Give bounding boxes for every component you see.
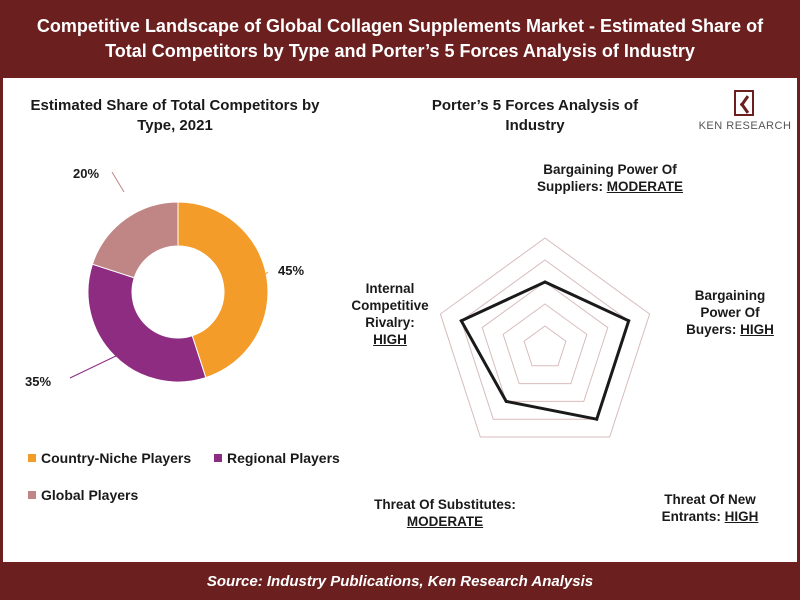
donut-leader-line <box>111 171 125 193</box>
force-level: HIGH <box>373 332 407 347</box>
radar-grid-ring <box>523 325 567 367</box>
force-label-substitutes: Threat Of Substitutes: MODERATE <box>374 497 516 529</box>
donut-leader-line <box>251 271 269 286</box>
radar-point-1 <box>627 319 631 323</box>
force-level: MODERATE <box>606 179 683 194</box>
content-frame <box>0 78 800 562</box>
legend-item-global: Global Players <box>28 487 138 503</box>
donut-slice-1 <box>87 263 207 383</box>
legend-swatch-global <box>28 491 36 499</box>
radar-point-2 <box>595 417 599 421</box>
donut-data-label: 35% <box>25 374 51 389</box>
force-level: HIGH <box>740 322 774 337</box>
force-level: MODERATE <box>406 514 484 529</box>
donut-data-label: 45% <box>278 263 304 278</box>
legend-swatch-regional <box>214 454 222 462</box>
radar-series-line <box>459 280 631 421</box>
legend-label: Country-Niche Players <box>41 450 192 466</box>
donut-data-label: 20% <box>73 166 99 181</box>
ken-research-logo: KEN RESEARCH <box>696 90 794 136</box>
donut-chart-title: Estimated Share of Total Competitors by … <box>30 97 320 134</box>
radar-chart <box>439 237 651 438</box>
donut-slice-0 <box>177 201 269 379</box>
legend-item-country-niche: Country-Niche Players <box>28 450 191 466</box>
radar-point-0 <box>543 280 547 284</box>
donut-slice-2 <box>91 201 179 279</box>
radar-grid-ring <box>460 259 630 420</box>
radar-grid-ring <box>502 303 588 385</box>
legend-label: Regional Players <box>227 450 340 466</box>
force-label-new-entrants: Threat Of New Entrants: HIGH <box>661 492 759 524</box>
page-title: Competitive Landscape of Global Collagen… <box>36 16 764 61</box>
legend-label: Global Players <box>41 487 139 503</box>
footer-bar: Source: Industry Publications, Ken Resea… <box>0 562 800 600</box>
force-level: HIGH <box>724 509 759 524</box>
radar-point-4 <box>459 319 463 323</box>
radar-chart-title: Porter’s 5 Forces Analysis of Industry <box>431 97 639 134</box>
legend-item-regional: Regional Players <box>214 450 340 466</box>
donut-chart: 45% 35% 20% <box>25 166 304 389</box>
force-label-rivalry: Internal Competitive Rivalry: HIGH <box>351 281 429 347</box>
ken-research-logo-icon <box>734 90 754 116</box>
radar-grid-ring <box>481 281 609 402</box>
force-label-buyers: Bargaining Power Of Buyers: HIGH <box>686 288 774 337</box>
radar-point-3 <box>504 399 508 403</box>
donut-leader-line <box>69 354 119 379</box>
force-label-suppliers: Bargaining Power Of Suppliers: MODERATE <box>536 162 683 194</box>
radar-grid-ring <box>439 237 651 438</box>
logo-text: KEN RESEARCH <box>698 120 792 132</box>
header-bar: Competitive Landscape of Global Collagen… <box>0 0 800 78</box>
legend-swatch-country-niche <box>28 454 36 462</box>
source-note: Source: Industry Publications, Ken Resea… <box>206 572 594 590</box>
